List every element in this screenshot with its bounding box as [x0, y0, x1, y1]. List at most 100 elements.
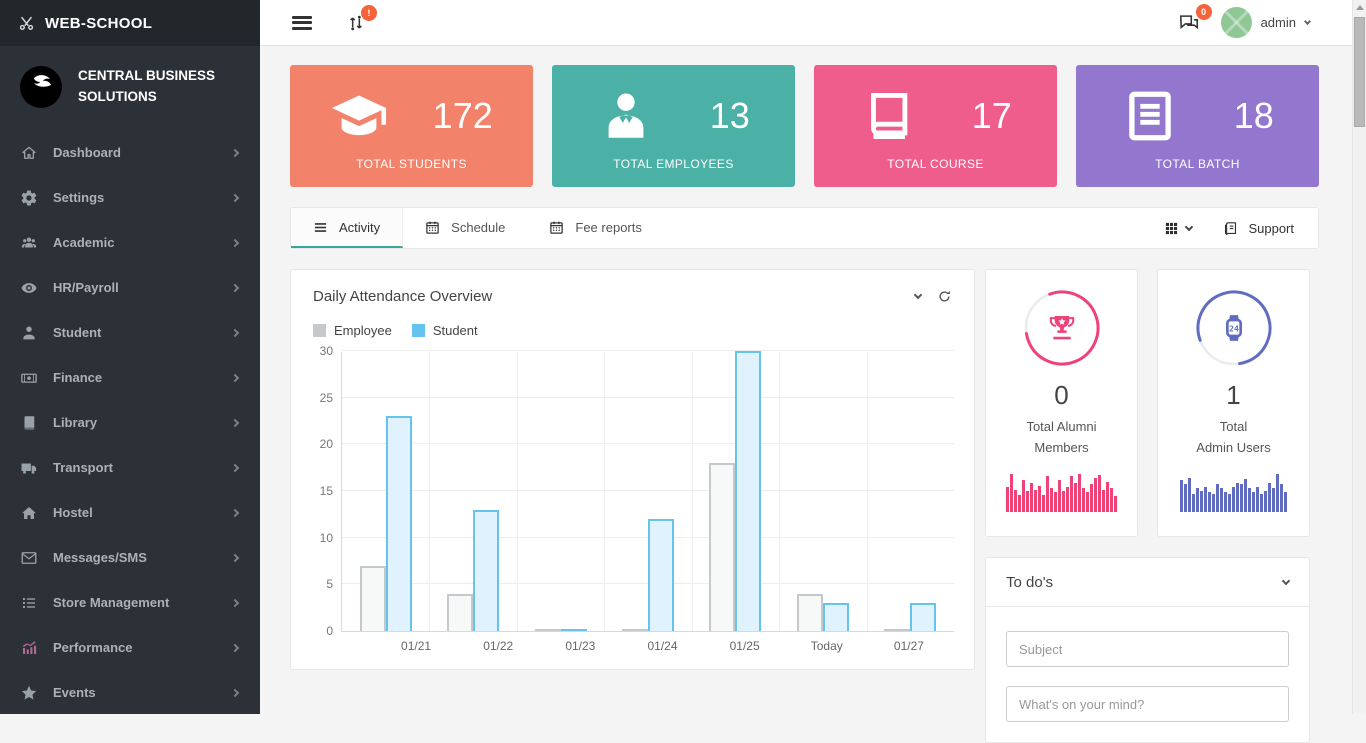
- x-tick-label: 01/22: [457, 639, 539, 653]
- chevron-right-icon: [231, 598, 239, 606]
- sidebar-item-library[interactable]: Library: [0, 400, 260, 445]
- sidebar-item-hr-payroll[interactable]: HR/Payroll: [0, 265, 260, 310]
- employee-icon: [597, 87, 655, 145]
- y-tick-label: 20: [320, 437, 333, 451]
- collapse-chart-button[interactable]: [914, 291, 922, 299]
- brand[interactable]: WEB-SCHOOL: [0, 0, 260, 46]
- chevron-down-icon: [1185, 222, 1193, 230]
- todos-title: To do's: [1006, 574, 1053, 591]
- sidebar-item-label: HR/Payroll: [53, 280, 119, 295]
- sidebar-item-student[interactable]: Student: [0, 310, 260, 355]
- sidebar-item-label: Academic: [53, 235, 114, 250]
- todo-message-input[interactable]: [1006, 686, 1289, 722]
- legend-item-employee[interactable]: Employee: [313, 323, 392, 338]
- tab-activity[interactable]: Activity: [291, 208, 403, 248]
- org-profile[interactable]: CENTRAL BUSINESS SOLUTIONS: [0, 46, 260, 124]
- svg-text:24: 24: [1229, 323, 1239, 333]
- tab-fee-reports[interactable]: Fee reports: [527, 208, 663, 248]
- sidebar-item-dashboard[interactable]: Dashboard: [0, 130, 260, 175]
- sync-button[interactable]: !: [346, 13, 366, 33]
- support-button[interactable]: Support: [1222, 220, 1294, 237]
- grid-icon: [1164, 221, 1179, 236]
- legend-label: Student: [433, 323, 478, 338]
- employee-bar: [360, 566, 386, 631]
- sync-badge: !: [361, 5, 377, 21]
- envelope-icon: [20, 549, 38, 567]
- sidebar-item-label: Library: [53, 415, 97, 430]
- smartwatch-icon: 24: [1218, 312, 1250, 344]
- book-icon: [20, 414, 38, 432]
- user-avatar: [1221, 7, 1252, 38]
- scrollbar-thumb[interactable]: [1354, 17, 1365, 127]
- employee-bar: [535, 629, 561, 631]
- sidebar-item-label: Events: [53, 685, 96, 700]
- stat-label: TOTAL BATCH: [1094, 157, 1301, 171]
- stat-label: TOTAL STUDENTS: [308, 157, 515, 171]
- home-icon: [20, 144, 38, 162]
- legend-item-student[interactable]: Student: [412, 323, 478, 338]
- sidebar-item-label: Performance: [53, 640, 132, 655]
- messages-button[interactable]: 0: [1177, 12, 1201, 34]
- brand-name: WEB-SCHOOL: [45, 15, 152, 32]
- sidebar-item-settings[interactable]: Settings: [0, 175, 260, 220]
- sidebar-item-store-management[interactable]: Store Management: [0, 580, 260, 625]
- sparkline: [996, 472, 1127, 512]
- bar-group-01-23: [517, 629, 604, 631]
- bar-group-01-21: [342, 416, 429, 631]
- chevron-right-icon: [231, 508, 239, 516]
- student-bar: [823, 603, 849, 631]
- chevron-down-icon: [1282, 576, 1290, 584]
- chevron-right-icon: [231, 418, 239, 426]
- sidebar-menu: Dashboard Settings Academic HR/Payroll Stude…: [0, 130, 260, 715]
- stat-value: 13: [710, 95, 750, 137]
- sidebar-item-finance[interactable]: Finance: [0, 355, 260, 400]
- org-logo: [20, 66, 62, 108]
- y-tick-label: 25: [320, 391, 333, 405]
- tab-schedule[interactable]: Schedule: [403, 208, 527, 248]
- sidebar-toggle-button[interactable]: [292, 16, 312, 30]
- org-name: CENTRAL BUSINESS SOLUTIONS: [78, 66, 215, 108]
- cash-icon: [20, 369, 38, 387]
- chevron-down-icon: [1304, 17, 1311, 24]
- user-menu[interactable]: admin: [1221, 7, 1310, 38]
- sidebar-item-academic[interactable]: Academic: [0, 220, 260, 265]
- sidebar-item-events[interactable]: Events: [0, 670, 260, 715]
- legend-swatch: [313, 324, 326, 337]
- sidebar-item-transport[interactable]: Transport: [0, 445, 260, 490]
- performance-chart-icon: [20, 639, 38, 657]
- apps-grid-button[interactable]: [1164, 221, 1192, 236]
- chevron-right-icon: [231, 463, 239, 471]
- x-tick-label: 01/23: [539, 639, 621, 653]
- x-tick-label: 01/25: [704, 639, 786, 653]
- sidebar-item-hostel[interactable]: Hostel: [0, 490, 260, 535]
- chevron-right-icon: [231, 553, 239, 561]
- employee-bar: [709, 463, 735, 631]
- todo-subject-input[interactable]: [1006, 631, 1289, 667]
- y-tick-label: 0: [326, 624, 333, 638]
- sidebar-item-label: Student: [53, 325, 101, 340]
- bar-group-01-22: [429, 510, 516, 631]
- page-scrollbar[interactable]: [1352, 0, 1366, 714]
- scrollbar-up-arrow[interactable]: [1353, 0, 1366, 15]
- todos-header[interactable]: To do's: [986, 558, 1309, 607]
- sidebar-item-label: Messages/SMS: [53, 550, 147, 565]
- sidebar-item-performance[interactable]: Performance: [0, 625, 260, 670]
- refresh-icon[interactable]: [937, 289, 952, 304]
- person-icon: [20, 324, 38, 342]
- truck-icon: [20, 459, 38, 477]
- bar-group-today: [779, 594, 866, 631]
- user-name: admin: [1261, 15, 1296, 30]
- sidebar-item-messages-sms[interactable]: Messages/SMS: [0, 535, 260, 580]
- sidebar-item-label: Settings: [53, 190, 104, 205]
- y-tick-label: 15: [320, 484, 333, 498]
